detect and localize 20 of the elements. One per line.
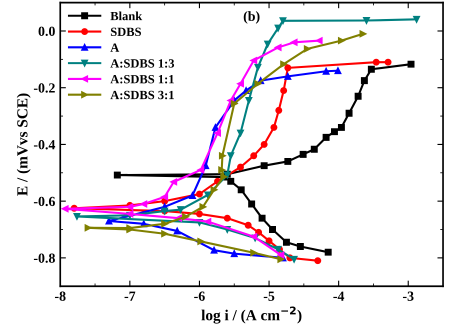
y-tick-label: -0.2 — [34, 83, 55, 93]
legend-label: A — [110, 43, 120, 52]
y-tick-label: -0.6 — [34, 196, 55, 206]
y-axis-title: E / (mVvs SCE) — [16, 94, 31, 196]
legend-label: A:SDBS 1:3 — [110, 59, 174, 68]
y-tick-label: -0.8 — [34, 253, 55, 263]
x-tick-label: -3 — [402, 292, 414, 301]
x-tick-label: -8 — [54, 291, 66, 301]
y-tick-label: -0.4 — [34, 140, 56, 150]
legend-label: Blank — [110, 11, 142, 20]
x-tick-label: -5 — [264, 292, 274, 301]
x-tick-label: -4 — [333, 292, 344, 301]
legend-label: SDBS — [110, 28, 141, 36]
text: (b) — [244, 11, 260, 24]
legend-label: A:SDBS 3:1 — [110, 90, 174, 100]
x-tick-label: -6 — [194, 292, 205, 301]
legend-label: A:SDBS 1:1 — [110, 75, 174, 84]
x-tick-label: -7 — [124, 292, 136, 301]
y-tick-label: 0.0 — [38, 26, 55, 36]
x-axis-title: log i / (A cm$^{−2}$) — [201, 306, 302, 324]
